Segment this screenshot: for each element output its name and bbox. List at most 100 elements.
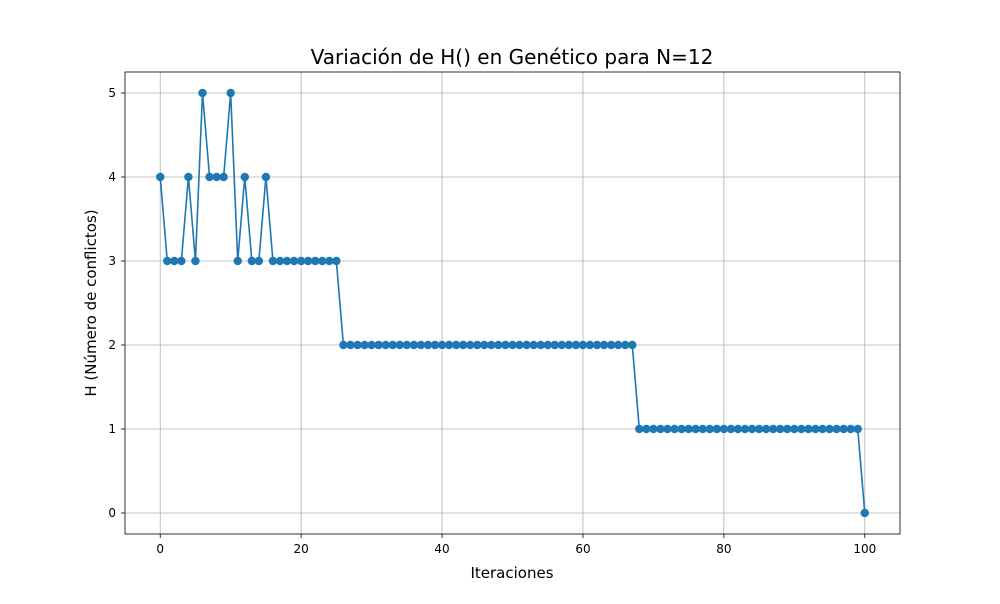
grid-layer (125, 72, 900, 534)
y-tick-label: 2 (108, 338, 116, 352)
data-point (466, 340, 475, 350)
x-tick-label: 100 (853, 542, 876, 556)
data-point (705, 424, 714, 434)
data-point (860, 508, 869, 518)
data-point (318, 256, 327, 266)
x-tick-label: 60 (575, 542, 590, 556)
data-point (783, 424, 792, 434)
data-point (712, 424, 722, 434)
data-point (381, 340, 390, 350)
data-point (811, 424, 820, 434)
data-point (649, 424, 658, 434)
y-tick-label: 0 (108, 506, 116, 520)
data-point (846, 424, 855, 434)
data-point (261, 172, 271, 182)
data-point (346, 340, 355, 350)
data-point (818, 424, 827, 434)
data-point (437, 340, 447, 350)
data-point (733, 424, 743, 434)
data-point (353, 340, 362, 350)
data-point (311, 256, 320, 266)
data-point (473, 340, 482, 350)
data-point (374, 340, 383, 350)
data-point (557, 340, 567, 350)
data-point (656, 424, 665, 434)
y-axis-ticks: 0 1 2 3 4 5 (108, 86, 125, 520)
data-point (804, 424, 813, 434)
y-tick-label: 5 (108, 86, 116, 100)
data-point (219, 172, 228, 182)
y-tick-label: 3 (108, 254, 116, 268)
data-point (423, 340, 433, 350)
data-point (768, 424, 778, 434)
data-point (494, 340, 503, 350)
data-point (444, 340, 454, 350)
data-point (275, 256, 285, 266)
data-point (226, 88, 235, 98)
data-point (853, 424, 862, 434)
data-point (501, 340, 510, 350)
data-point (508, 340, 517, 350)
data-point (515, 340, 524, 350)
data-point (832, 424, 841, 434)
data-point (726, 424, 736, 434)
data-point (339, 340, 348, 350)
data-point (613, 340, 623, 350)
data-point (268, 256, 278, 266)
data-point (621, 340, 630, 350)
data-point (550, 340, 559, 350)
data-point (163, 256, 172, 266)
data-point (839, 424, 848, 434)
data-point (184, 172, 193, 182)
y-tick-label: 4 (108, 170, 116, 184)
data-point (571, 340, 581, 350)
data-point (247, 256, 257, 266)
chart-title: Variación de H() en Genético para N=12 (311, 45, 714, 69)
data-point (296, 256, 306, 266)
data-point (754, 424, 764, 434)
data-point (409, 340, 419, 350)
data-point (691, 424, 700, 434)
x-tick-label: 80 (716, 542, 731, 556)
data-point (522, 340, 531, 350)
data-point (487, 340, 496, 350)
x-tick-label: 20 (293, 542, 308, 556)
data-point (635, 424, 644, 434)
plot-frame (124, 71, 901, 535)
data-point (198, 88, 207, 98)
y-tick-label: 1 (108, 422, 116, 436)
data-point (430, 340, 440, 350)
series-line (159, 92, 866, 514)
data-point (402, 340, 412, 350)
data-point (585, 340, 595, 350)
data-point (360, 340, 369, 350)
data-point (289, 256, 299, 266)
data-point (740, 424, 750, 434)
data-point (332, 256, 341, 266)
data-point (367, 340, 376, 350)
data-point (388, 340, 397, 350)
data-point (564, 340, 574, 350)
data-point (797, 424, 806, 434)
data-point (578, 340, 588, 350)
data-point (747, 424, 757, 434)
data-point (628, 340, 637, 350)
data-point (670, 424, 679, 434)
x-axis-label: Iteraciones (470, 564, 553, 582)
data-point (240, 172, 249, 182)
series-layer (156, 88, 869, 518)
data-point (458, 340, 468, 350)
data-point (790, 424, 799, 434)
data-point (205, 172, 214, 182)
data-point (684, 424, 693, 434)
data-point (254, 256, 264, 266)
data-point (592, 340, 602, 350)
data-point (451, 340, 461, 350)
data-point (282, 256, 292, 266)
data-point (719, 424, 729, 434)
x-axis-ticks: 0 20 40 60 80 100 (156, 534, 876, 556)
data-point (212, 172, 221, 182)
data-point (677, 424, 686, 434)
data-point (663, 424, 672, 434)
